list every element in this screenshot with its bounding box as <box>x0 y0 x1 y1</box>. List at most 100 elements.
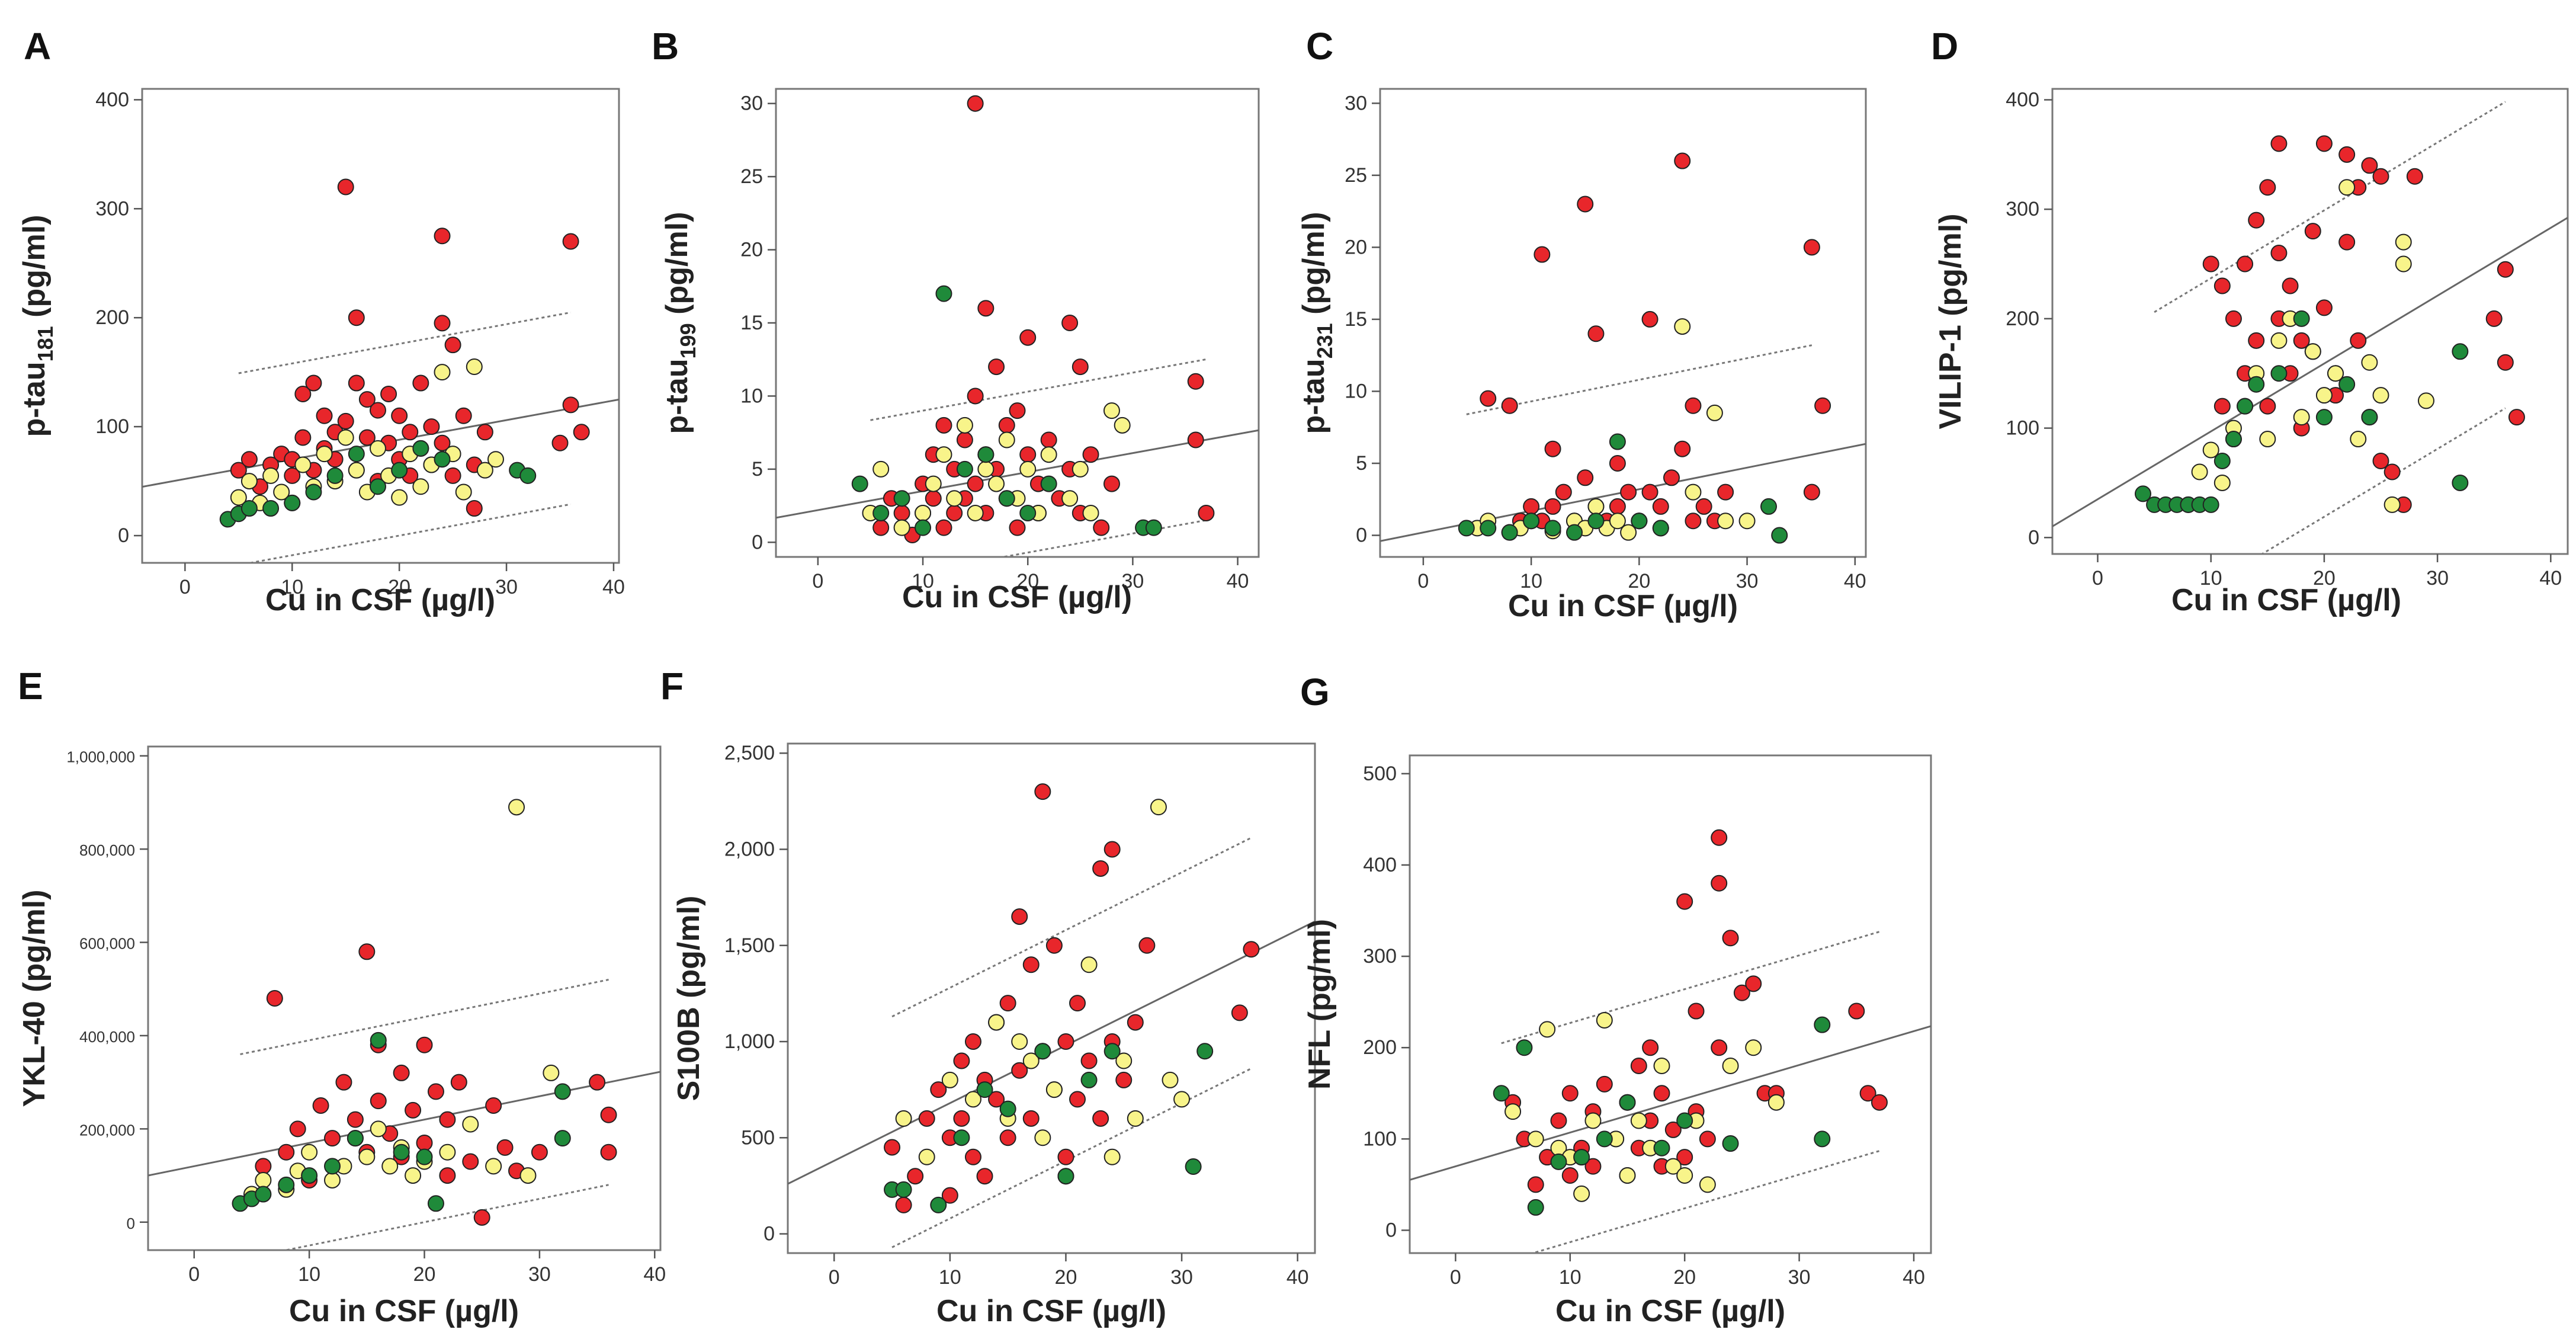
data-point-yellow <box>1115 1052 1133 1069</box>
data-point-red <box>884 1139 901 1156</box>
plot-frame <box>147 745 662 1251</box>
x-tick-label: 20 <box>1016 570 1039 592</box>
data-point-red <box>1641 483 1658 501</box>
regression-line <box>788 920 1315 1185</box>
data-point-yellow <box>1717 512 1734 530</box>
data-point-green <box>977 446 995 463</box>
data-point-red <box>1609 498 1626 515</box>
data-point-red <box>935 519 952 536</box>
data-point-red <box>2214 277 2231 294</box>
data-point-red <box>289 1120 306 1138</box>
y-tick-label: 400 <box>1363 854 1397 876</box>
data-point-yellow <box>918 1148 935 1165</box>
data-point-red <box>2259 179 2276 196</box>
lower-ci-line <box>245 503 571 563</box>
data-point-red <box>1642 1039 1659 1056</box>
x-tick-label: 20 <box>1055 1266 1077 1289</box>
x-tick-label: 0 <box>1450 1266 1461 1289</box>
data-point-green <box>956 460 973 478</box>
y-tick-label: 100 <box>95 415 129 438</box>
data-point-yellow <box>967 504 984 521</box>
y-tick-label: 400 <box>2006 88 2039 111</box>
data-point-red <box>496 1139 514 1156</box>
y-tick-label: 20 <box>740 239 763 261</box>
fit-lines <box>142 311 619 563</box>
data-point-red <box>976 1168 993 1185</box>
data-point-green <box>412 440 429 457</box>
data-point-yellow <box>405 1167 422 1184</box>
data-point-red <box>240 451 258 468</box>
data-point-yellow <box>240 473 258 490</box>
y-tick-label: 200 <box>2006 307 2039 330</box>
data-point-red <box>573 424 590 441</box>
data-point-yellow <box>1034 1129 1051 1146</box>
data-point-red <box>316 407 333 424</box>
data-point-red <box>562 233 579 250</box>
data-point-red <box>1674 440 1691 457</box>
y-tick-label: 100 <box>2006 417 2039 440</box>
data-point-yellow <box>255 1171 272 1189</box>
data-point-red <box>1092 1110 1109 1127</box>
y-tick-label: 25 <box>1345 164 1367 187</box>
panel-c: C 0 5 10 15 20 25 30 0 10 20 30 40 Cu in CSF (µg/l) p-… <box>1297 25 1867 623</box>
panel-letter: F <box>660 665 684 707</box>
data-point-red <box>444 337 461 354</box>
data-point-yellow <box>2293 409 2310 426</box>
data-point-yellow <box>476 462 493 479</box>
data-point-red <box>1653 1085 1670 1102</box>
data-point-yellow <box>925 475 942 492</box>
data-point-red <box>434 434 451 451</box>
data-point-red <box>998 417 1015 434</box>
y-tick-label: 100 <box>1363 1127 1397 1150</box>
regression-line <box>1410 1025 1931 1181</box>
data-point-green <box>1196 1043 1214 1060</box>
data-point-green <box>1185 1158 1202 1175</box>
x-tick-label: 40 <box>1287 1266 1309 1289</box>
data-point-green <box>2270 365 2288 382</box>
data-point-green <box>2248 376 2265 393</box>
panel-g: G 0 100 200 300 400 500 0 10 20 30 40 Cu in CSF (µg/… <box>1300 671 1932 1328</box>
x-axis-label: Cu in CSF (µg/l) <box>1508 589 1738 623</box>
data-point-red <box>941 1187 958 1204</box>
data-point-yellow <box>2214 474 2231 491</box>
data-point-yellow <box>381 1158 399 1175</box>
data-point-yellow <box>872 460 890 478</box>
scatter-points <box>851 95 1215 543</box>
data-point-red <box>2225 310 2242 327</box>
data-point-green <box>2361 409 2378 426</box>
data-point-yellow <box>2315 387 2333 404</box>
y-axis-label-main: VILIP-1 <box>1933 325 1968 429</box>
panel-letter: A <box>24 25 51 68</box>
data-point-green <box>930 1196 947 1213</box>
data-point-red <box>1745 975 1762 992</box>
data-point-red <box>1630 1058 1647 1075</box>
data-point-red <box>1550 1112 1567 1129</box>
data-point-yellow <box>893 519 910 536</box>
y-axis-label-sub: 199 <box>676 323 700 358</box>
data-point-red <box>1722 930 1739 947</box>
data-point-red <box>2383 463 2401 480</box>
data-point-yellow <box>941 1071 958 1088</box>
x-axis-label: Cu in CSF (µg/l) <box>1555 1294 1785 1328</box>
y-tick-label: 20 <box>1345 236 1367 258</box>
data-point-red <box>473 1209 490 1226</box>
data-point-red <box>967 387 984 405</box>
data-point-red <box>348 374 365 392</box>
data-point-red <box>434 315 451 332</box>
data-point-green <box>554 1083 571 1100</box>
data-point-red <box>294 385 312 402</box>
y-tick-label: 0 <box>752 531 763 553</box>
data-point-red <box>1848 1002 1865 1020</box>
data-point-green <box>2452 474 2469 491</box>
data-point-red <box>324 1130 341 1147</box>
data-point-red <box>427 1083 444 1100</box>
y-tick-label: 200 <box>95 306 129 329</box>
data-point-red <box>872 519 890 536</box>
data-point-yellow <box>2350 431 2367 448</box>
data-point-green <box>2214 453 2231 469</box>
data-point-green <box>1040 475 1057 492</box>
y-tick-label: 0 <box>127 1215 135 1232</box>
x-tick-label: 20 <box>388 576 410 598</box>
data-point-red <box>370 1093 387 1110</box>
data-point-red <box>551 434 569 451</box>
